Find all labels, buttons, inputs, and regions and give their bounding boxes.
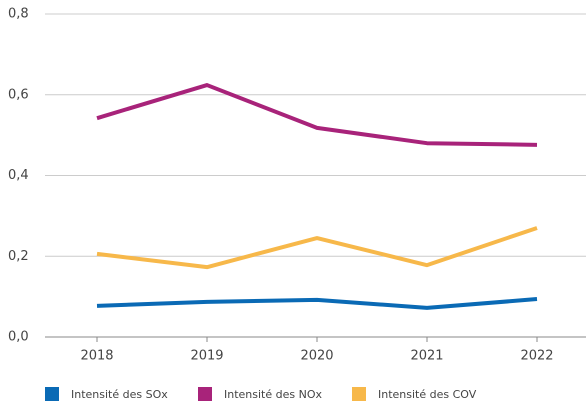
x-tick-label: 2022: [520, 349, 553, 364]
y-tick-label: 0,8: [8, 7, 29, 22]
y-tick-label: 0,2: [8, 249, 29, 264]
legend-label: Intensité des COV: [378, 388, 477, 401]
legend-swatch: [352, 387, 366, 401]
y-tick-label: 0,6: [8, 87, 29, 102]
legend-label: Intensité des SOx: [71, 388, 168, 401]
x-tick-label: 2020: [300, 349, 333, 364]
x-tick-label: 2019: [190, 349, 223, 364]
y-tick-label: 0,4: [8, 168, 29, 183]
legend-label: Intensité des NOx: [224, 388, 322, 401]
legend-swatch: [45, 387, 59, 401]
x-tick-label: 2018: [80, 349, 113, 364]
series-line: [96, 83, 538, 147]
x-tick-label: 2021: [410, 349, 443, 364]
y-tick-label: 0,0: [8, 330, 29, 345]
series-line: [96, 297, 538, 310]
series-line: [96, 226, 538, 270]
legend-swatch: [198, 387, 212, 401]
